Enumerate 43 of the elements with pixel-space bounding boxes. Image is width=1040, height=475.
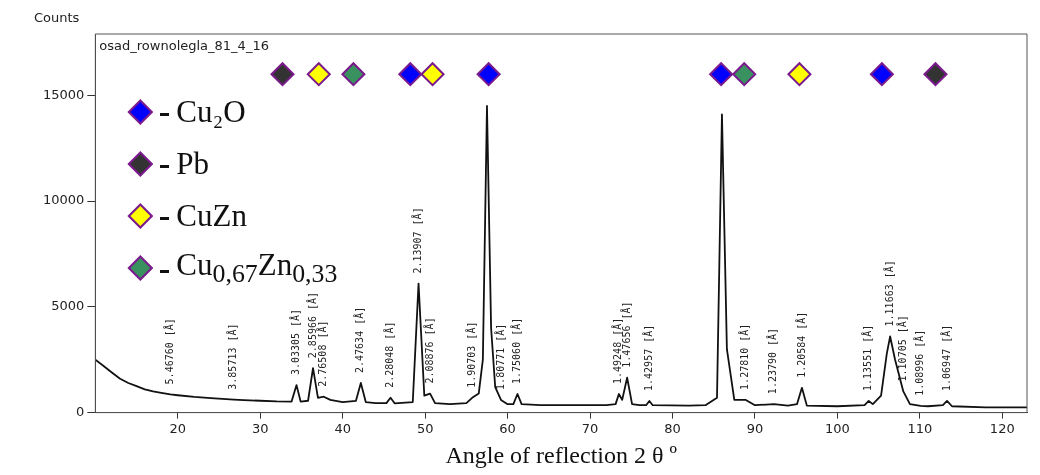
annotation: 1.08996 [Å] [913, 329, 926, 396]
y-tick-label: 15000 [43, 86, 85, 102]
x-tick-label: 100 [824, 420, 850, 436]
annotation: 5.46760 [Å] [162, 318, 175, 385]
annotation: 1.06947 [Å] [939, 324, 952, 391]
annotation: 3.03305 [Å] [289, 308, 302, 376]
annotation: 2.13907 [Å] [411, 207, 424, 274]
annotation: 2.76508 [Å] [316, 320, 329, 387]
x-tick-label: 90 [746, 420, 764, 436]
annotation: 1.10705 [Å] [895, 315, 908, 382]
legend-label: CuZn [157, 198, 247, 234]
y-tick-label: 5000 [51, 298, 85, 314]
legend-label: Pb [157, 146, 210, 182]
annotation: 3.85713 [Å] [226, 323, 239, 390]
annotation: 1.75060 [Å] [510, 317, 523, 384]
x-tick-label: 70 [581, 420, 599, 436]
x-tick-label: 110 [907, 420, 933, 436]
x-axis-title: Angle of reflection 2 θ º [445, 441, 678, 468]
x-tick-label: 20 [169, 420, 187, 436]
annotation: 1.13551 [Å] [861, 324, 874, 391]
x-tick-label: 50 [416, 420, 434, 436]
annotation: 1.27810 [Å] [738, 323, 751, 390]
y-tick-label: 10000 [43, 192, 85, 208]
chart-title: osad_rownolegla_81_4_16 [99, 38, 269, 53]
x-tick-label: 80 [664, 420, 681, 436]
annotation: 1.80771 [Å] [493, 323, 506, 390]
x-tick-label: 60 [499, 420, 516, 436]
y-tick-label: 0 [76, 403, 85, 419]
annotation: 1.90703 [Å] [464, 321, 477, 388]
legend-label: Cu$_{0,67}$Zn$_{0,33}$ [157, 246, 338, 290]
annotation: 1.11663 [Å] [882, 260, 895, 327]
annotation: 2.85966 [Å] [305, 291, 318, 359]
annotation: 1.42957 [Å] [641, 324, 654, 391]
legend-label: Cu₂O [157, 94, 246, 130]
annotation: 2.28048 [Å] [383, 321, 396, 388]
annotation: 1.20584 [Å] [794, 311, 807, 378]
annotation: 2.47634 [Å] [353, 306, 366, 373]
x-tick-label: 30 [251, 420, 269, 436]
x-tick-label: 120 [989, 420, 1015, 436]
y-axis-title: Counts [34, 10, 80, 25]
annotation: 2.08876 [Å] [422, 317, 435, 384]
annotation: 1.23790 [Å] [766, 327, 779, 395]
x-tick-label: 40 [334, 420, 351, 436]
